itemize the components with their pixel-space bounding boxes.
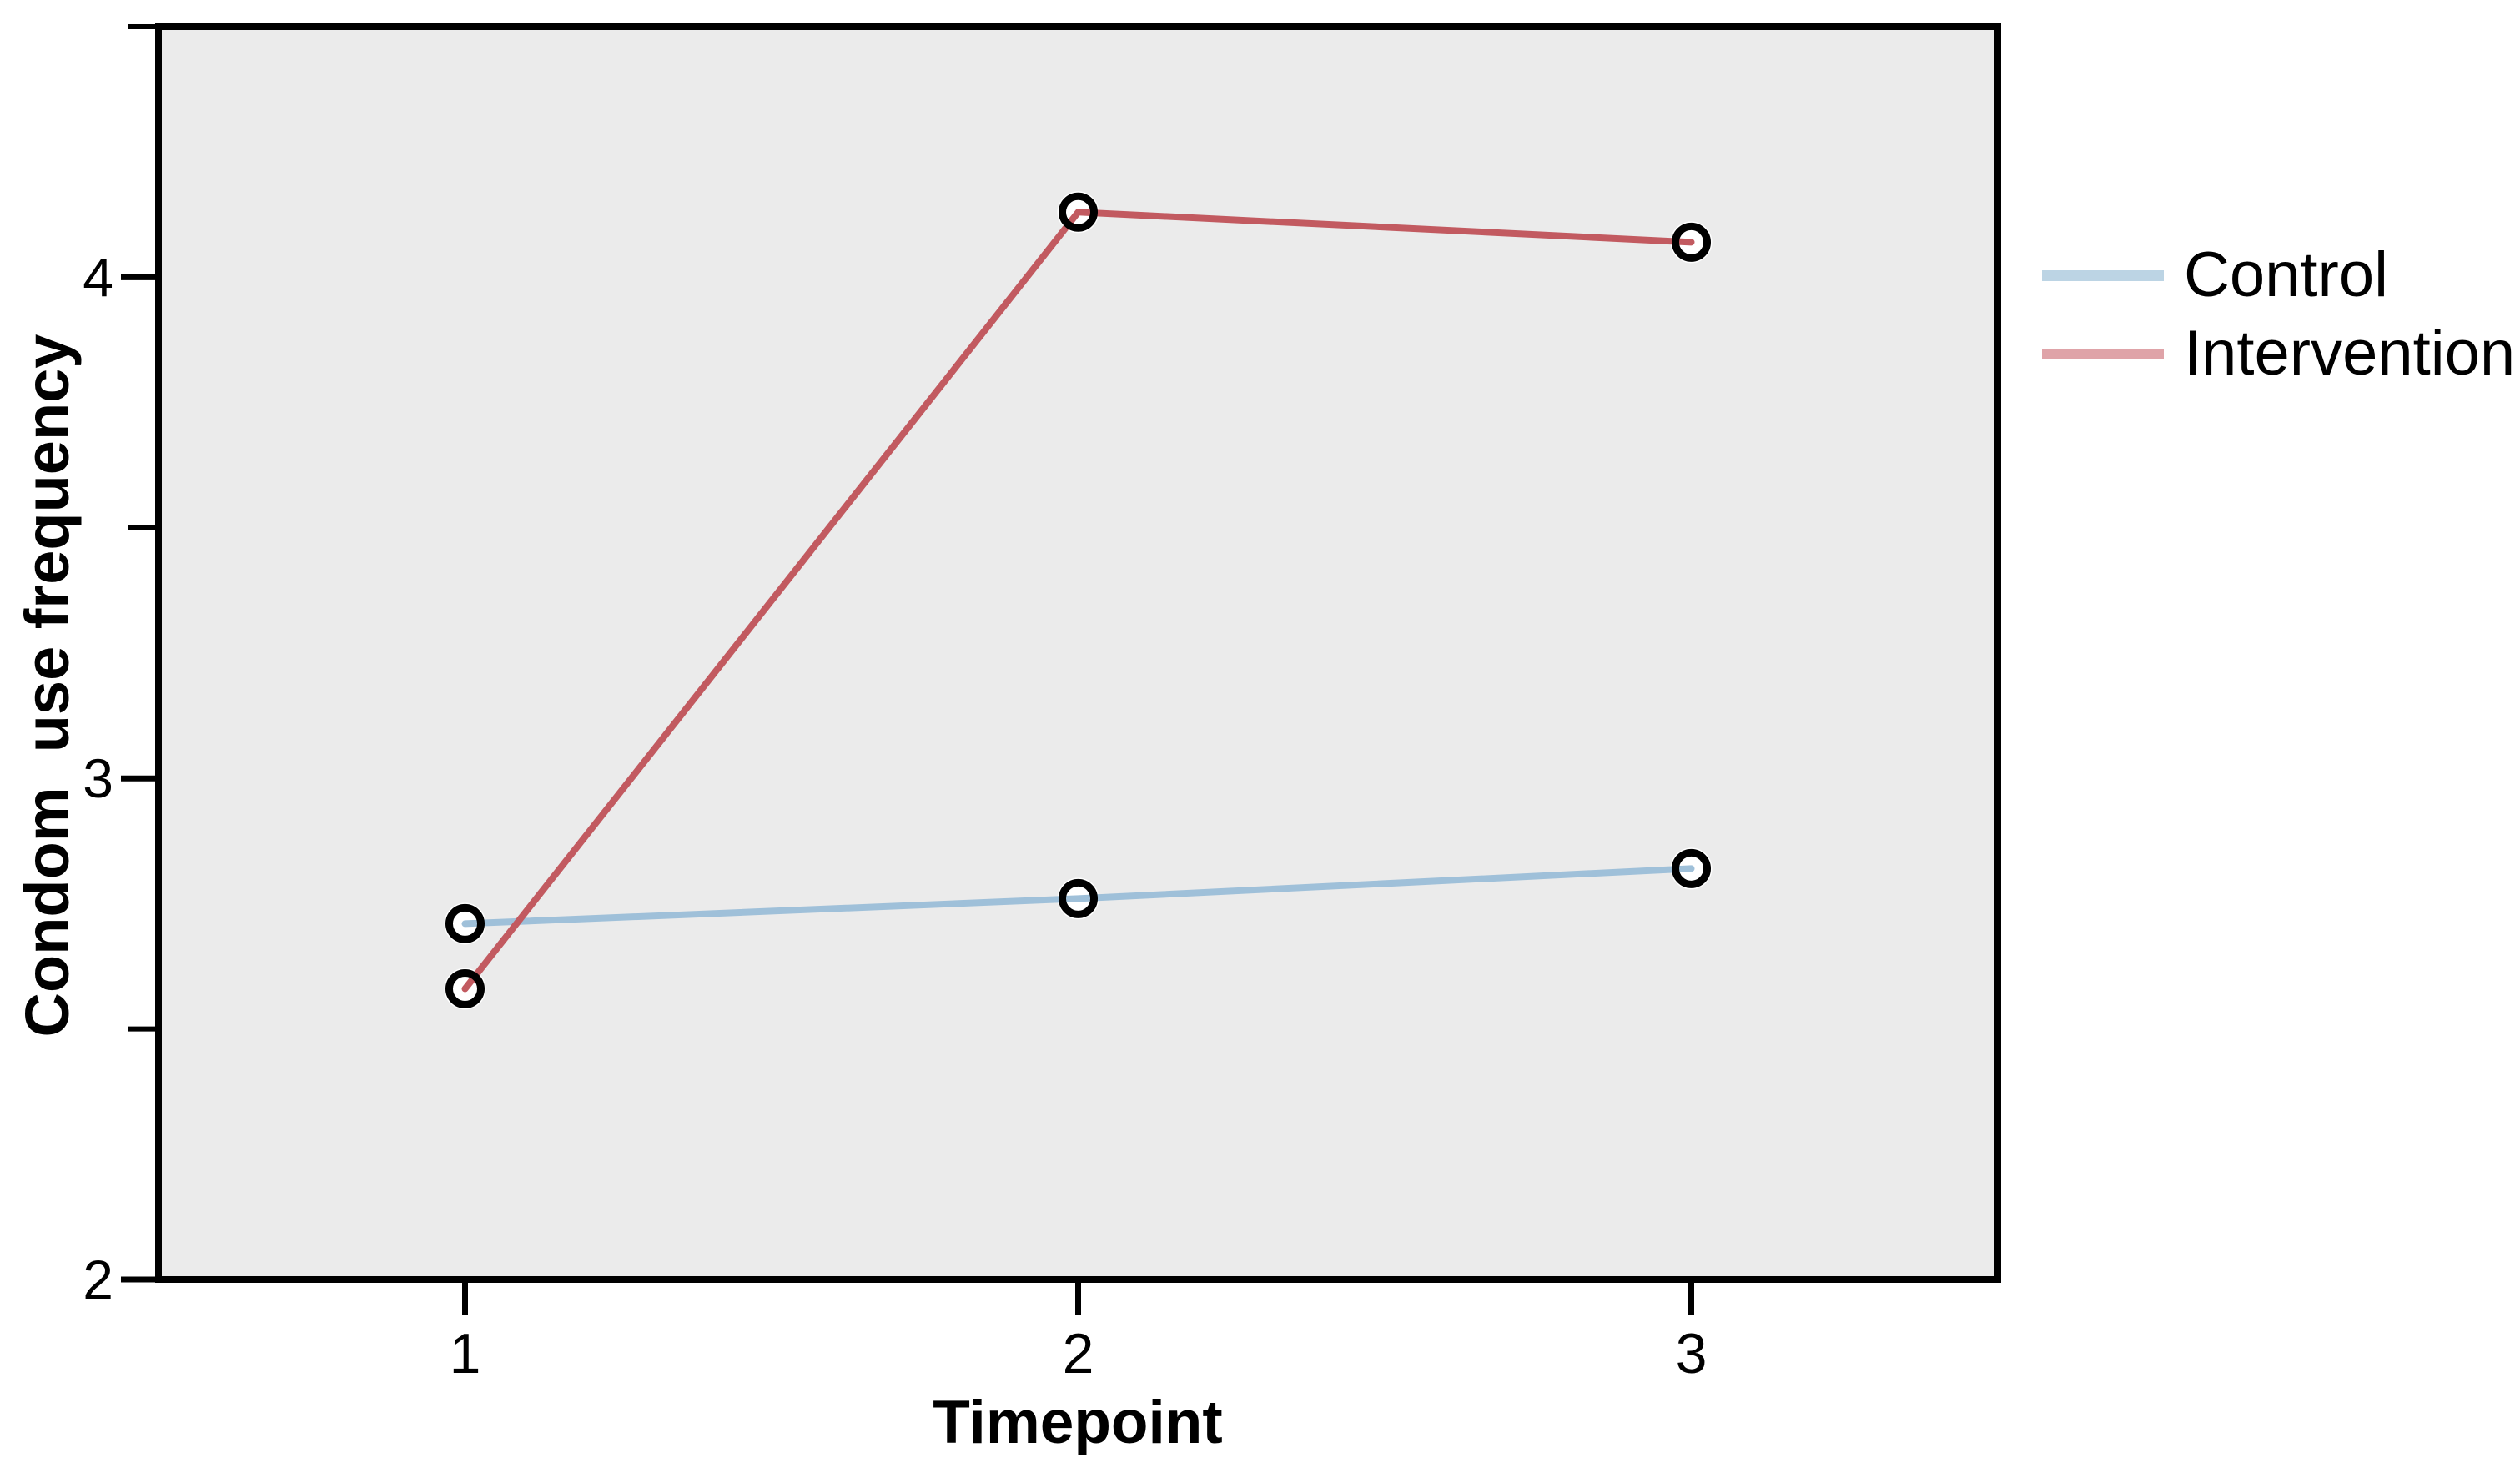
legend-label-control: Control <box>2184 239 2388 310</box>
y-tick-label: 4 <box>83 246 113 308</box>
x-tick-label: 2 <box>1063 1322 1094 1385</box>
legend: Control Intervention <box>2042 242 2515 387</box>
y-tick-label: 3 <box>83 747 113 809</box>
x-axis-title: Timepoint <box>933 1389 1223 1456</box>
marker-control <box>1059 878 1098 918</box>
y-axis-title: Condom use frequency <box>13 334 82 1038</box>
marker-intervention <box>445 969 485 1009</box>
x-tick-label: 3 <box>1676 1322 1708 1385</box>
marker-intervention <box>1059 192 1098 232</box>
legend-item-control: Control <box>2042 242 2515 309</box>
marker-intervention <box>1672 222 1711 262</box>
series-line-control <box>461 865 1695 928</box>
legend-label-intervention: Intervention <box>2184 318 2516 389</box>
series-line-intervention <box>461 209 1695 993</box>
legend-swatch-control-icon <box>2042 269 2164 281</box>
y-tick-label: 2 <box>83 1249 113 1310</box>
x-tick-label: 1 <box>450 1322 481 1385</box>
marker-control <box>445 903 485 943</box>
legend-item-intervention: Intervention <box>2042 320 2515 387</box>
marker-control <box>1672 848 1711 888</box>
legend-swatch-intervention-icon <box>2042 348 2164 359</box>
